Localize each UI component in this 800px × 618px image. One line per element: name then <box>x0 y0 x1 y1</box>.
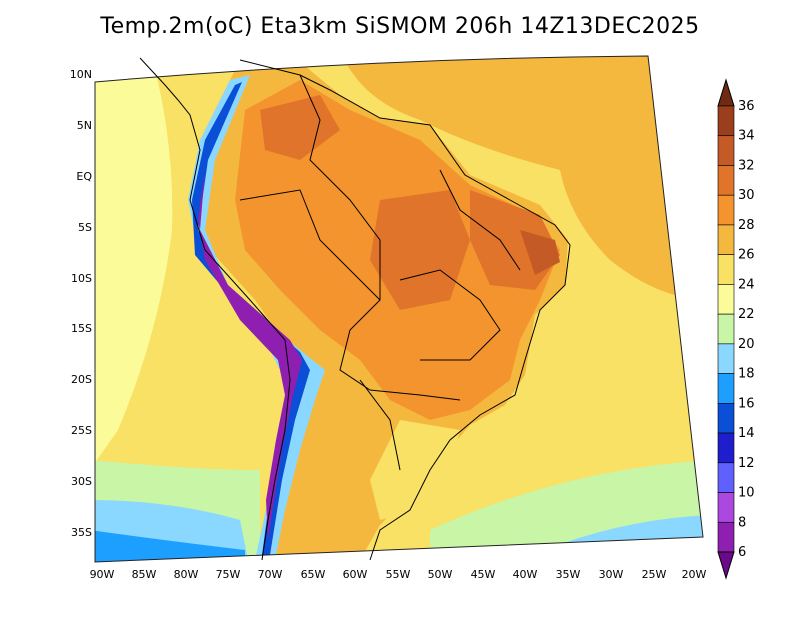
lat-tick: 25S <box>71 424 92 437</box>
colorbar-label: 20 <box>738 337 755 352</box>
colorbar-swatch <box>717 105 735 137</box>
border-peru-brazil <box>239 189 381 301</box>
lon-tick: 65W <box>301 568 326 581</box>
field-andes-8 <box>198 170 302 540</box>
colorbar-swatch <box>717 254 735 285</box>
colorbar-label: 28 <box>738 218 755 233</box>
colorbar-label: 32 <box>738 158 755 173</box>
colorbar-swatch <box>717 313 735 345</box>
lon-tick: 80W <box>174 568 199 581</box>
lon-tick: 35W <box>556 568 581 581</box>
field-south-brazil-26 <box>370 420 460 520</box>
lon-tick: 60W <box>343 568 368 581</box>
lat-tick: 5S <box>78 221 92 234</box>
colorbar-swatch <box>717 284 735 315</box>
coastlines-and-borders <box>139 57 571 561</box>
colorbar-swatch <box>717 165 735 196</box>
field-hotspot-34 <box>520 230 560 275</box>
colorbar-swatch <box>717 462 735 493</box>
colorbar-label: 16 <box>738 396 755 411</box>
colorbar-label: 36 <box>738 99 755 114</box>
field-hotspot-interior-32 <box>370 190 470 310</box>
colorbar-label: 18 <box>738 367 755 382</box>
lon-tick: 25W <box>642 568 667 581</box>
colorbar-swatch <box>717 194 735 226</box>
border-paraguay-argentina <box>359 379 401 471</box>
lat-tick: 10N <box>70 68 92 81</box>
colorbar-swatch <box>717 432 735 464</box>
colorbar-label: 12 <box>738 456 755 471</box>
temperature-field <box>95 56 703 562</box>
lat-axis: 10N 5N EQ 5S 10S 15S 20S 25S 30S 35S <box>70 68 93 539</box>
pacific-coastline <box>139 57 291 561</box>
lon-tick: 30W <box>599 568 624 581</box>
colorbar-swatch <box>717 521 735 553</box>
lat-tick: 20S <box>71 373 92 386</box>
colorbar-label: 24 <box>738 277 755 292</box>
colorbar-swatch <box>717 373 735 404</box>
colorbar-label: 34 <box>738 129 755 144</box>
colorbar-label: 30 <box>738 188 755 203</box>
field-hotspot-north-32 <box>260 95 340 160</box>
colorbar-swatch <box>717 492 735 523</box>
map-frame <box>94 55 704 563</box>
colorbar-swatch <box>717 224 735 255</box>
lat-tick: EQ <box>76 170 92 183</box>
atlantic-coastline <box>239 59 571 561</box>
colorbar-max-arrow <box>717 78 735 107</box>
colorbar-label: 8 <box>738 515 746 530</box>
field-pacific-22-24 <box>95 56 173 470</box>
colorbar: 36 34 32 30 28 26 24 22 20 18 16 14 12 10 8 6 <box>717 78 755 580</box>
colorbar-label: 10 <box>738 486 755 501</box>
lon-tick: 45W <box>471 568 496 581</box>
lon-tick: 40W <box>513 568 538 581</box>
lon-tick: 50W <box>428 568 453 581</box>
border-states-northeast <box>439 169 521 271</box>
lon-axis: 90W 85W 80W 75W 70W 65W 60W 55W 50W 45W … <box>90 568 707 581</box>
colorbar-label: 14 <box>738 426 755 441</box>
colorbar-swatch <box>717 135 735 166</box>
field-atlantic-28 <box>340 56 703 300</box>
colorbar-swatch <box>717 343 735 374</box>
lat-tick: 30S <box>71 475 92 488</box>
border-states-central <box>399 269 501 361</box>
lon-tick: 20W <box>682 568 707 581</box>
lon-tick: 85W <box>132 568 157 581</box>
colorbar-label: 26 <box>738 248 755 263</box>
lon-tick: 55W <box>386 568 411 581</box>
lat-tick: 15S <box>71 322 92 335</box>
lon-tick: 90W <box>90 568 115 581</box>
lon-tick: 70W <box>258 568 283 581</box>
lat-tick: 5N <box>77 119 92 132</box>
colorbar-min-arrow <box>717 551 735 580</box>
map-title: Temp.2m(oC) Eta3km SiSMOM 206h 14Z13DEC2… <box>100 14 700 39</box>
colorbar-label: 22 <box>738 307 755 322</box>
colorbar-label: 6 <box>738 545 746 560</box>
lat-tick: 10S <box>71 272 92 285</box>
lat-tick: 35S <box>71 526 92 539</box>
colorbar-swatch <box>717 403 735 434</box>
lon-tick: 75W <box>216 568 241 581</box>
